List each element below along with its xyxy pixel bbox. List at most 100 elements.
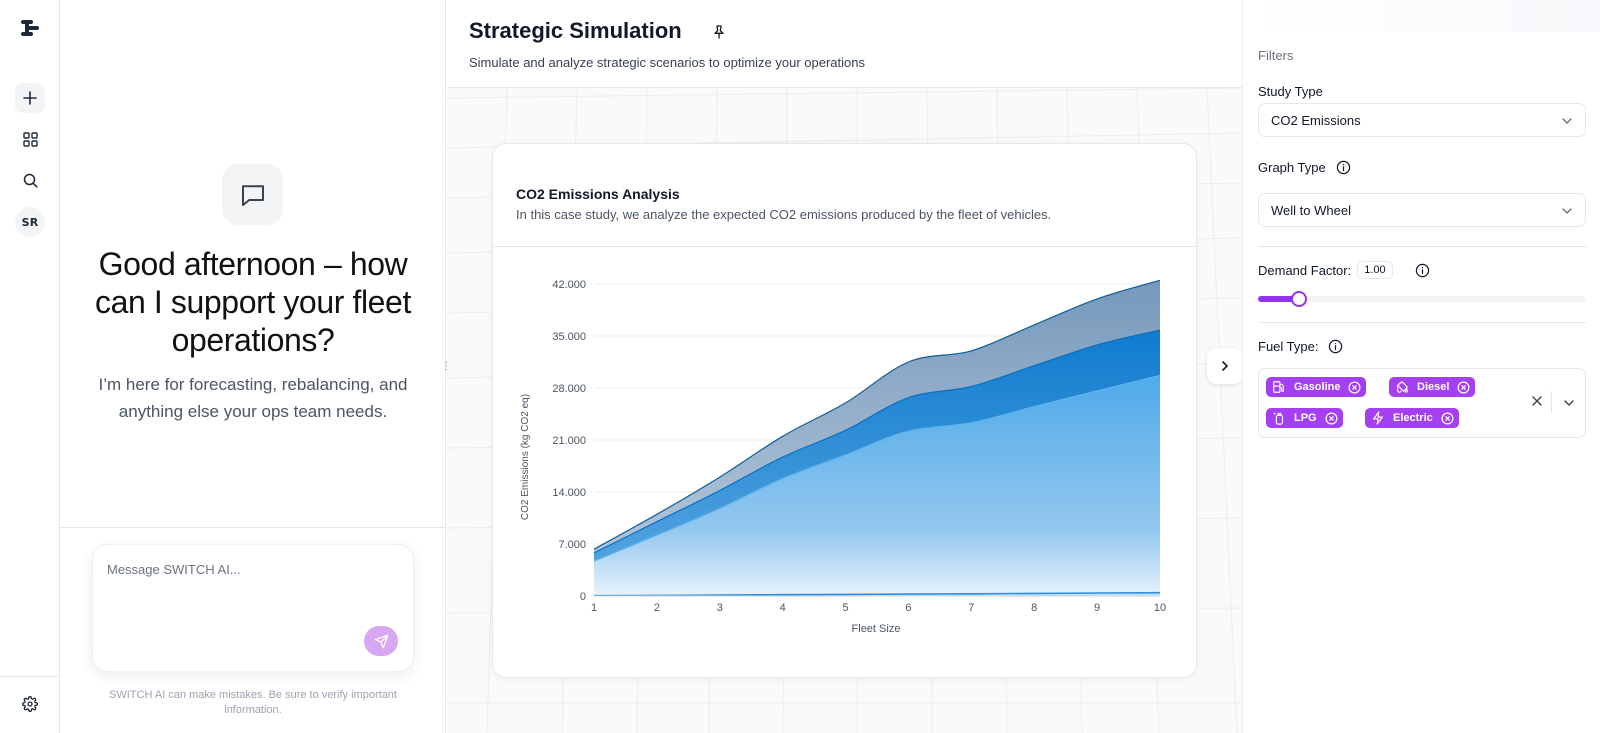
slider-thumb[interactable]	[1290, 291, 1307, 307]
switch-logo-icon[interactable]	[18, 16, 42, 40]
x-tick-label: 4	[780, 602, 786, 614]
plus-icon	[23, 91, 37, 105]
ai-disclaimer: SWITCH AI can make mistakes. Be sure to …	[109, 689, 397, 716]
slider-fill	[1258, 296, 1299, 302]
collapse-filters-button[interactable]	[1207, 348, 1243, 384]
graph-type-select[interactable]: Well to Wheel	[1258, 193, 1586, 227]
y-tick-label: 42.000	[552, 279, 586, 291]
x-tick-label: 3	[717, 602, 723, 614]
series-line-1	[593, 279, 1161, 550]
graph-type-value: Well to Wheel	[1271, 203, 1351, 218]
chart-card-subtitle: In this case study, we analyze the expec…	[516, 207, 1052, 222]
filters-divider	[1258, 322, 1586, 323]
filters-divider	[1258, 246, 1586, 247]
y-tick-label: 28.000	[552, 383, 586, 395]
demand-factor-label: Demand Factor: 1.00	[1258, 261, 1430, 279]
chart-card: CO2 Emissions Analysis In this case stud…	[492, 143, 1197, 678]
page-title: Strategic Simulation	[469, 18, 682, 43]
x-tick-label: 9	[1094, 602, 1100, 614]
chip-label: Gasoline	[1294, 381, 1341, 393]
fuel-separator	[1551, 391, 1552, 413]
grid-icon	[22, 131, 38, 147]
y-tick-label: 35.000	[552, 331, 586, 343]
y-axis-label: CO2 Emissions (kg CO2 eq)	[520, 394, 531, 520]
fuel-type-label-text: Fuel Type:	[1258, 339, 1319, 354]
chip-diesel[interactable]: Diesel	[1389, 377, 1476, 397]
co2-area-chart: 0 7.000 14.000 21.000 28.000 35.000 42.000 1 2 3 4…	[520, 279, 1166, 635]
page-header: Strategic Simulation Simulate and analyz…	[447, 0, 1242, 88]
info-icon[interactable]	[1336, 160, 1351, 175]
y-tick-label: 7.000	[558, 539, 586, 551]
chart-card-title: CO2 Emissions Analysis	[516, 186, 680, 202]
search-button[interactable]	[15, 165, 45, 195]
chip-gasoline[interactable]: Gasoline	[1266, 377, 1367, 397]
settings-button[interactable]	[15, 689, 45, 719]
series-line-3	[593, 374, 1161, 562]
info-icon[interactable]	[1328, 339, 1343, 354]
y-tick-label: 14.000	[552, 487, 586, 499]
message-input[interactable]	[107, 559, 397, 579]
graph-type-label: Graph Type	[1258, 160, 1351, 175]
gear-icon	[22, 696, 38, 712]
study-type-value: CO2 Emissions	[1271, 113, 1361, 128]
remove-chip-icon[interactable]	[1325, 412, 1338, 425]
message-composer	[92, 544, 414, 672]
series-line-2	[593, 329, 1161, 554]
apps-button[interactable]	[15, 124, 45, 154]
greeting-subtitle: I’m here for forecasting, rebalancing, a…	[98, 375, 408, 421]
send-button[interactable]	[364, 626, 398, 656]
pin-icon[interactable]	[711, 24, 727, 40]
chat-panel: Good afternoon – how can I support your …	[60, 0, 446, 733]
user-avatar[interactable]: SR	[15, 207, 45, 237]
study-type-select[interactable]: CO2 Emissions	[1258, 103, 1586, 137]
chevron-right-icon	[1222, 361, 1229, 371]
series-line-4	[593, 591, 1161, 597]
chevron-down-icon	[1562, 208, 1572, 214]
chat-divider	[60, 527, 446, 528]
y-tick-label: 21.000	[552, 435, 586, 447]
x-tick-label: 5	[842, 602, 848, 614]
card-divider	[493, 246, 1196, 247]
new-chat-button[interactable]	[15, 83, 45, 113]
filters-top-bar	[1243, 0, 1600, 32]
chip-label: Diesel	[1417, 381, 1450, 393]
x-tick-label: 7	[968, 602, 974, 614]
chevron-down-icon[interactable]	[1563, 398, 1575, 408]
gas-cylinder-icon	[1273, 412, 1284, 425]
chip-label: LPG	[1294, 412, 1317, 424]
page-subtitle: Simulate and analyze strategic scenarios…	[469, 55, 865, 70]
remove-chip-icon[interactable]	[1348, 381, 1361, 394]
rail-footer	[0, 676, 60, 733]
chip-electric[interactable]: Electric	[1365, 408, 1459, 428]
study-type-label-text: Study Type	[1258, 84, 1323, 99]
x-tick-label: 6	[905, 602, 911, 614]
x-tick-label: 8	[1031, 602, 1037, 614]
clear-all-icon[interactable]	[1531, 395, 1543, 407]
chat-bubble-icon	[222, 164, 283, 225]
fuel-can-icon	[1396, 380, 1409, 393]
filters-panel: Filters Study Type CO2 Emissions Graph T…	[1242, 0, 1600, 733]
panel-resize-handle-icon[interactable]: ⋮	[441, 361, 451, 372]
icon-rail: SR	[0, 0, 60, 733]
fuel-type-label: Fuel Type:	[1258, 339, 1343, 354]
area-series-3	[594, 375, 1160, 596]
remove-chip-icon[interactable]	[1457, 381, 1470, 394]
fuel-type-multiselect[interactable]: Gasoline Diesel LPG Electric	[1258, 368, 1586, 438]
demand-factor-value[interactable]: 1.00	[1357, 261, 1393, 279]
demand-factor-label-text: Demand Factor:	[1258, 262, 1352, 278]
x-tick-label: 1	[591, 602, 597, 614]
info-icon[interactable]	[1415, 263, 1430, 278]
greeting-heading: Good afternoon – how can I support your …	[95, 246, 411, 358]
x-tick-label: 2	[654, 602, 660, 614]
chip-lpg[interactable]: LPG	[1266, 408, 1343, 428]
chip-label: Electric	[1393, 412, 1433, 424]
main-area: Strategic Simulation Simulate and analyz…	[447, 0, 1242, 733]
graph-type-label-text: Graph Type	[1258, 160, 1326, 175]
demand-factor-slider[interactable]	[1258, 291, 1586, 307]
send-icon	[374, 634, 388, 648]
remove-chip-icon[interactable]	[1441, 412, 1454, 425]
lightning-icon	[1373, 411, 1383, 425]
x-tick-label: 10	[1154, 602, 1166, 614]
x-axis-label: Fleet Size	[852, 623, 901, 635]
filters-title: Filters	[1258, 48, 1294, 63]
